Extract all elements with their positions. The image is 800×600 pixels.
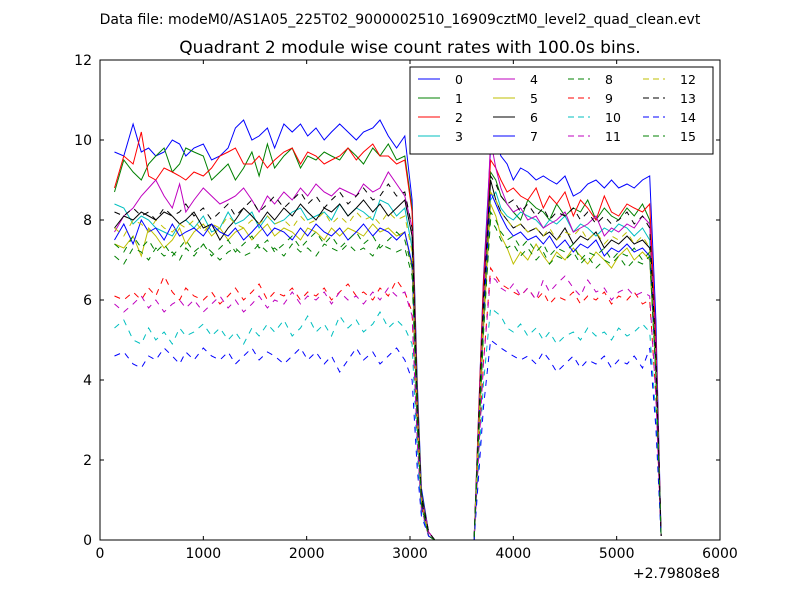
x-tick-label: 4000 [496,546,532,562]
chart-title: Quadrant 2 module wise count rates with … [179,38,640,58]
series-line-0 [114,119,662,541]
y-tick-label: 10 [74,133,92,149]
legend-label-10: 10 [605,110,621,125]
series-line-7 [114,191,662,541]
y-tick-label: 12 [74,53,92,69]
legend-label-12: 12 [680,72,696,87]
x-tick-label: 1000 [186,546,222,562]
y-tick-label: 0 [83,533,92,549]
x-tick-label: 0 [96,546,105,562]
series-line-4 [114,139,662,541]
series-line-1 [114,142,662,541]
plot-frame [99,59,721,541]
series-line-8 [114,210,662,541]
series-line-15 [114,218,662,541]
series-line-13 [114,174,662,541]
series-line-2 [114,131,662,541]
x-tick-label: 2000 [289,546,325,562]
series-line-3 [114,190,662,541]
x-tick-label: 3000 [392,546,428,562]
series-line-5 [114,203,662,541]
x-axis-offset-label: +2.79808e8 [633,566,720,582]
series-layer [114,119,662,541]
legend-label-4: 4 [530,72,538,87]
figure-suptitle: Data file: modeM0/AS1A05_225T02_90000025… [100,12,701,28]
legend-label-1: 1 [455,91,463,106]
legend-label-2: 2 [455,110,463,125]
y-tick-label: 2 [83,453,92,469]
legend-label-5: 5 [530,91,538,106]
legend-label-14: 14 [680,110,696,125]
legend-label-9: 9 [605,91,613,106]
series-line-6 [114,179,662,541]
legend-label-6: 6 [530,110,538,125]
legend-label-8: 8 [605,72,613,87]
y-tick-label: 6 [83,293,92,309]
series-line-10 [114,307,662,541]
y-tick-label: 4 [83,373,92,389]
legend-label-15: 15 [680,129,696,144]
legend-label-3: 3 [455,129,463,144]
x-tick-label: 5000 [599,546,635,562]
y-tick-label: 8 [83,213,92,229]
series-line-9 [114,266,662,541]
x-tick-label: 6000 [702,546,738,562]
legend-label-0: 0 [455,72,463,87]
legend-label-13: 13 [680,91,696,106]
legend-label-11: 11 [605,129,621,144]
series-line-12 [114,190,662,541]
legend-frame [409,66,714,155]
legend-label-7: 7 [530,129,538,144]
